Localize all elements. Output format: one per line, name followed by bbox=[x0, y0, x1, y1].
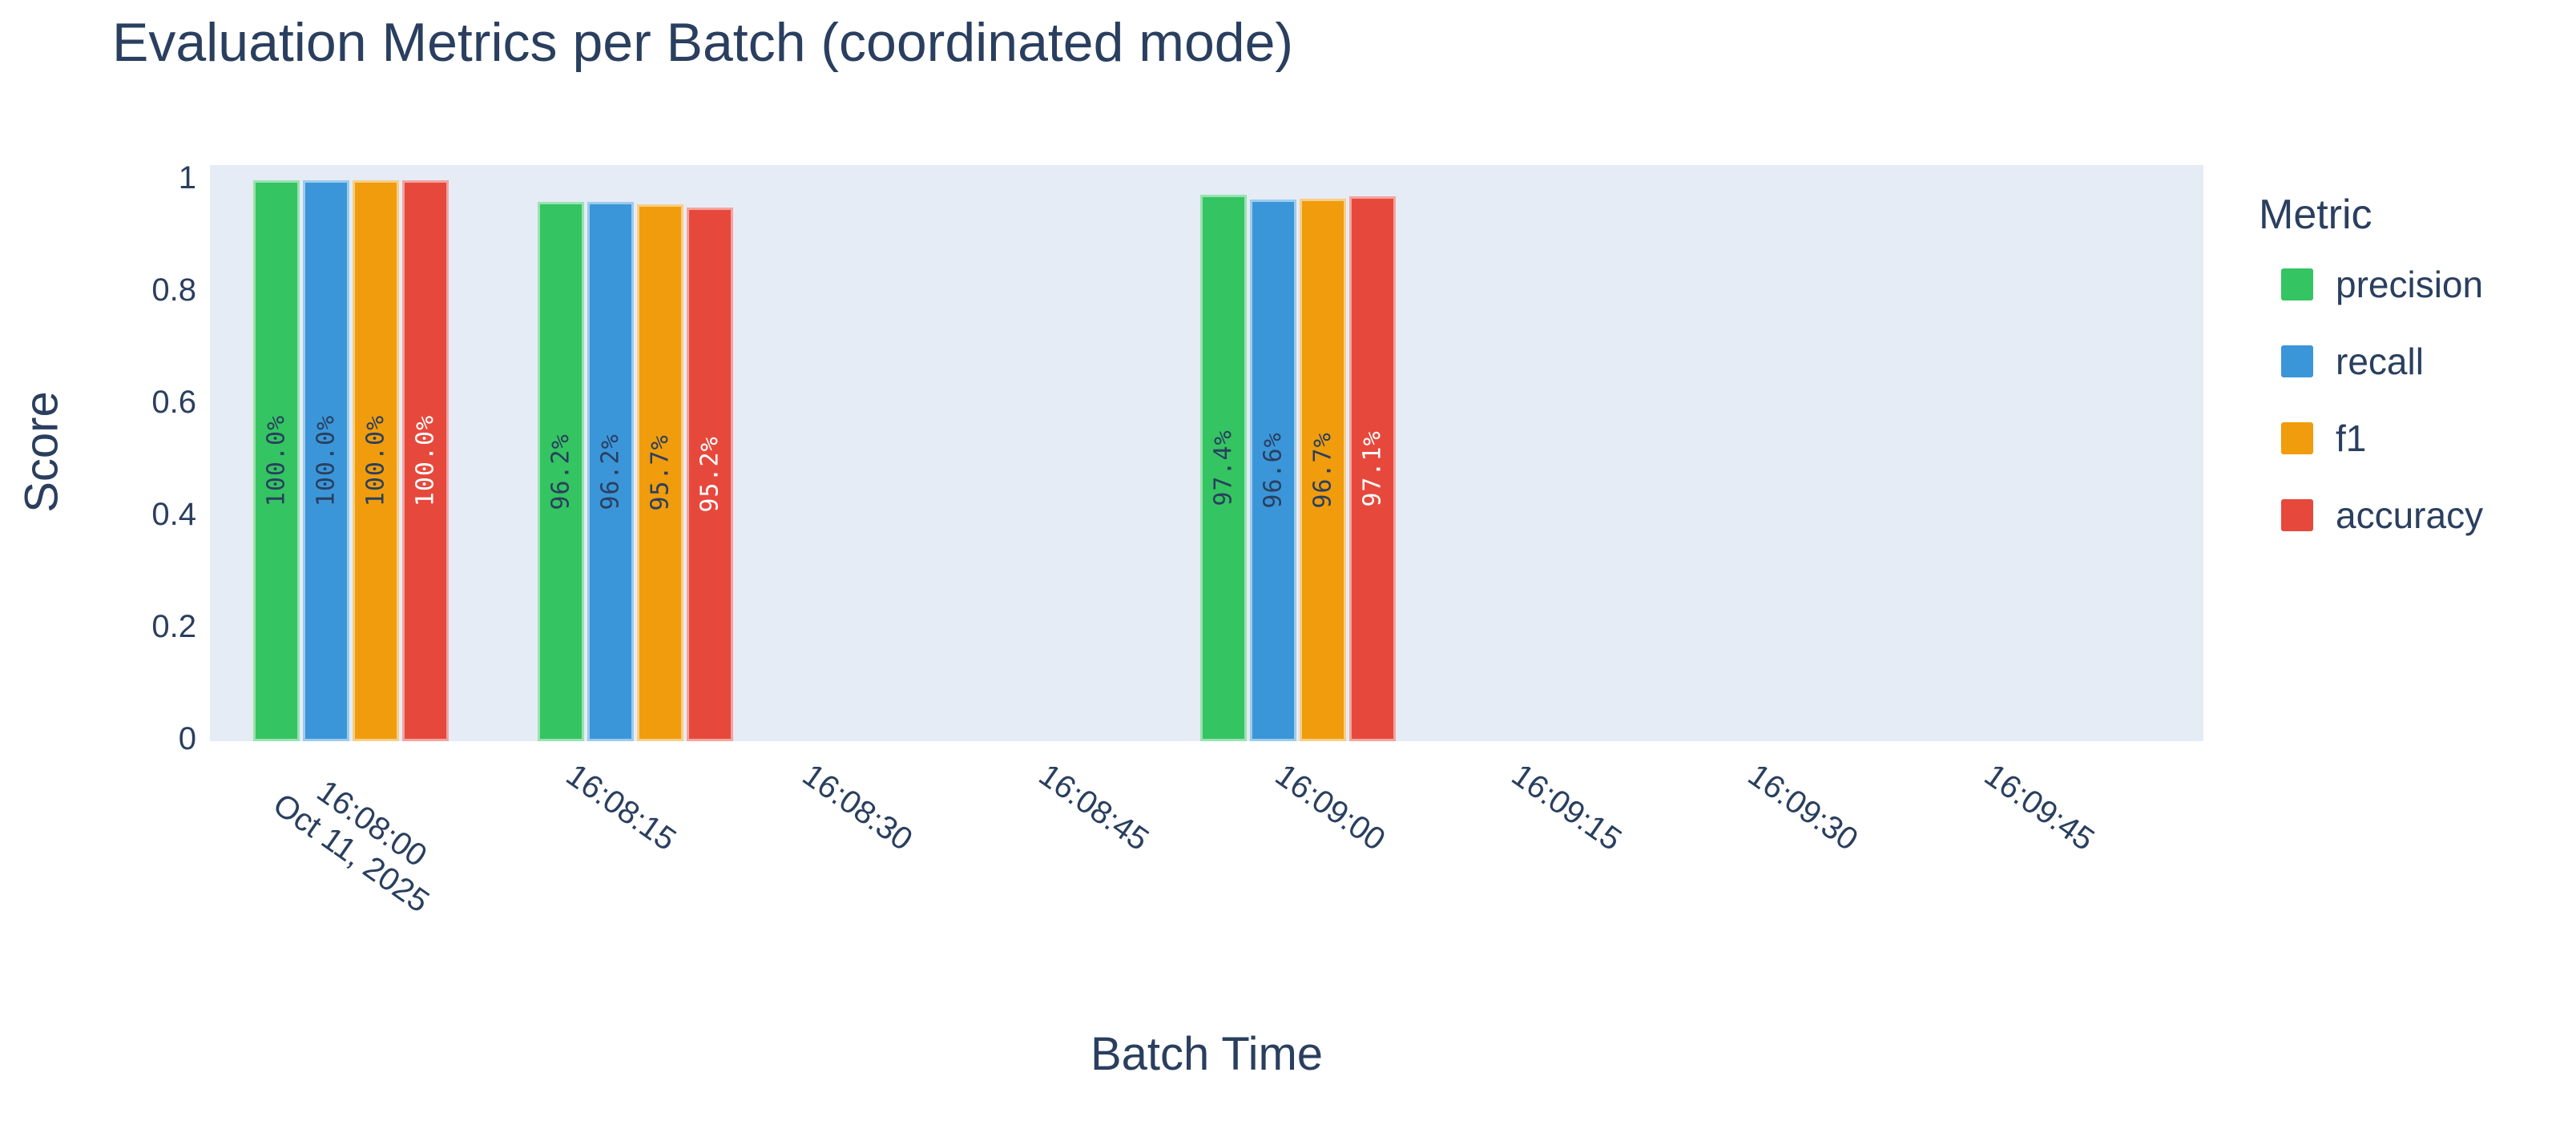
x-tick-label: 16:08:15 bbox=[559, 757, 683, 858]
bar-precision[interactable]: 97.4% bbox=[1200, 195, 1247, 741]
bar-f1[interactable]: 100.0% bbox=[353, 180, 399, 741]
legend-label: precision bbox=[2336, 264, 2484, 305]
x-tick-label: 16:09:15 bbox=[1505, 757, 1628, 858]
x-tick-time: 16:09:15 bbox=[1505, 757, 1628, 858]
x-tick-label: 16:08:30 bbox=[796, 757, 919, 858]
x-tick-time: 16:09:30 bbox=[1741, 757, 1864, 858]
x-tick-time: 16:09:00 bbox=[1268, 757, 1392, 858]
legend-entry-recall[interactable]: recall bbox=[2256, 340, 2483, 383]
y-tick-label: 0.8 bbox=[151, 272, 196, 308]
legend-label: accuracy bbox=[2336, 494, 2484, 536]
legend-swatch-icon bbox=[2281, 422, 2313, 454]
bar-value-label: 100.0% bbox=[262, 414, 291, 507]
bar-value-label: 96.2% bbox=[596, 433, 625, 510]
x-tick-time: 16:08:15 bbox=[559, 757, 683, 858]
x-axis-title: Batch Time bbox=[1090, 1028, 1324, 1080]
legend-entry-f1[interactable]: f1 bbox=[2256, 417, 2483, 460]
legend-label: f1 bbox=[2336, 417, 2367, 459]
x-tick-time: 16:09:45 bbox=[1977, 757, 2101, 858]
y-tick-label: 0.4 bbox=[151, 497, 196, 532]
y-gridline bbox=[210, 163, 2203, 165]
legend-swatch-icon bbox=[2281, 499, 2313, 531]
bar-value-label: 95.7% bbox=[646, 434, 675, 511]
bar-f1[interactable]: 95.7% bbox=[637, 204, 683, 741]
bar-recall[interactable]: 100.0% bbox=[303, 180, 349, 741]
legend-swatch-icon bbox=[2281, 345, 2313, 377]
legend-swatch-icon bbox=[2281, 268, 2313, 300]
y-tick-label: 0.6 bbox=[151, 385, 196, 420]
bar-value-label: 100.0% bbox=[312, 414, 341, 507]
bar-recall[interactable]: 96.6% bbox=[1250, 200, 1296, 741]
bar-value-label: 100.0% bbox=[361, 414, 390, 507]
bar-precision[interactable]: 96.2% bbox=[538, 202, 584, 741]
y-axis-title: Score bbox=[15, 391, 68, 513]
bar-value-label: 96.6% bbox=[1259, 432, 1288, 509]
x-tick-label: 16:09:45 bbox=[1977, 757, 2101, 858]
legend-title: Metric bbox=[2259, 192, 2372, 238]
bar-value-label: 96.2% bbox=[546, 433, 575, 510]
x-tick-label: 16:09:00 bbox=[1268, 757, 1392, 858]
x-tick-label: 16:08:45 bbox=[1032, 757, 1155, 858]
legend-label: recall bbox=[2336, 341, 2424, 382]
y-tick-label: 0.2 bbox=[151, 609, 196, 644]
bar-value-label: 96.7% bbox=[1308, 431, 1337, 509]
bar-value-label: 100.0% bbox=[411, 414, 440, 507]
bar-accuracy[interactable]: 97.1% bbox=[1349, 196, 1396, 741]
x-tick-time: 16:08:45 bbox=[1032, 757, 1155, 858]
x-tick-time: 16:08:30 bbox=[796, 757, 919, 858]
bar-recall[interactable]: 96.2% bbox=[587, 202, 634, 741]
y-tick-label: 0 bbox=[178, 721, 196, 756]
bar-accuracy[interactable]: 95.2% bbox=[687, 208, 733, 741]
legend-entry-precision[interactable]: precision bbox=[2256, 263, 2483, 306]
plot-area: 100.0% 100.0% 100.0% 100.0% 96.2% 96.2% 95.7% 9… bbox=[210, 163, 2203, 741]
chart-title: Evaluation Metrics per Batch (coordinate… bbox=[112, 12, 1294, 73]
bar-value-label: 97.4% bbox=[1209, 429, 1238, 506]
bar-accuracy[interactable]: 100.0% bbox=[402, 180, 449, 741]
bar-value-label: 95.2% bbox=[695, 436, 724, 513]
x-tick-label: 16:09:30 bbox=[1741, 757, 1864, 858]
bar-precision[interactable]: 100.0% bbox=[253, 180, 300, 741]
bar-f1[interactable]: 96.7% bbox=[1300, 199, 1346, 741]
bar-value-label: 97.1% bbox=[1358, 430, 1387, 507]
y-tick-label: 1 bbox=[178, 160, 196, 196]
legend-entry-accuracy[interactable]: accuracy bbox=[2256, 494, 2483, 537]
legend: Metric precision recall f1 accuracy bbox=[2256, 191, 2483, 571]
x-tick-label: 16:08:00 Oct 11, 2025 bbox=[266, 757, 456, 920]
